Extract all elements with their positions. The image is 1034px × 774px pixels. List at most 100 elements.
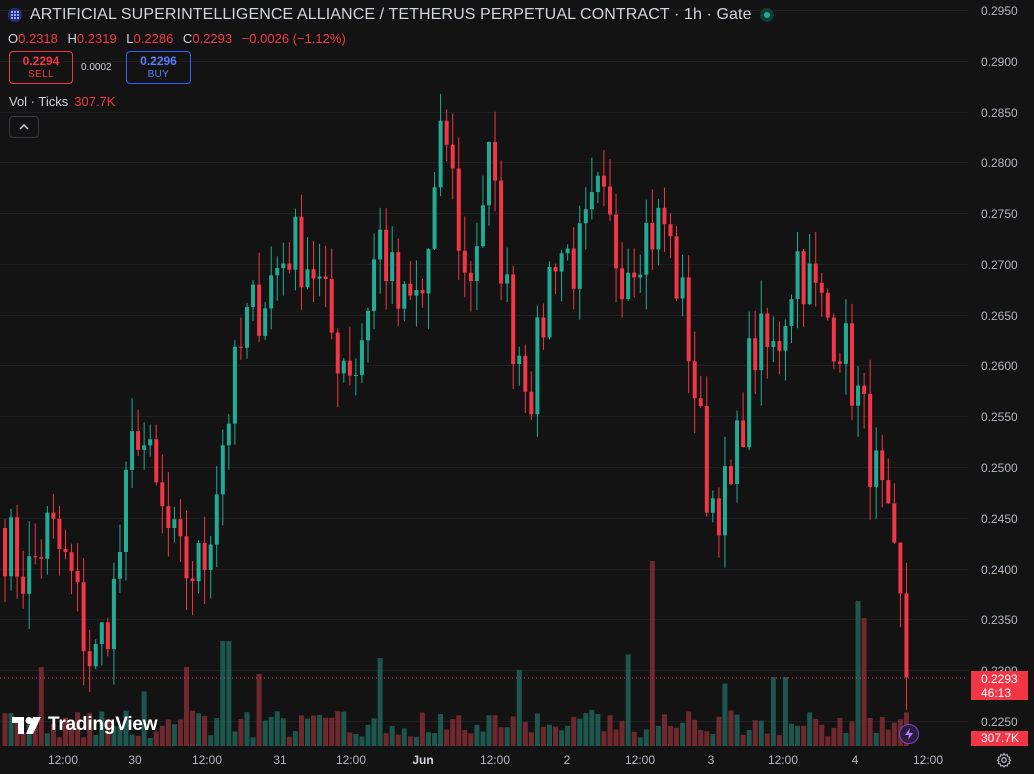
volume-bar	[250, 737, 256, 746]
candle-body	[238, 346, 243, 348]
volume-bar	[577, 718, 583, 746]
volume-bar	[438, 713, 444, 746]
lightning-icon	[905, 728, 913, 740]
volume-bar	[329, 717, 335, 746]
candle-body	[269, 275, 274, 309]
low-label: L	[126, 31, 134, 46]
market-status-icon[interactable]	[759, 8, 774, 22]
candle-body	[523, 355, 528, 392]
candle-body	[214, 494, 219, 545]
candle-body	[335, 332, 340, 374]
candle-body	[45, 512, 50, 559]
volume-bar	[492, 715, 498, 746]
volume-bar	[202, 715, 208, 746]
price-tick-label: 0.2250	[981, 714, 1018, 729]
candle-body	[99, 622, 104, 645]
volume-bar	[504, 727, 510, 746]
volume-bar	[298, 715, 304, 746]
volume-bar	[619, 720, 625, 746]
volume-bar	[44, 733, 50, 746]
volume-bar	[335, 711, 341, 746]
candle-body	[317, 276, 322, 279]
volume-bar	[474, 724, 480, 746]
volume-bar	[559, 730, 565, 746]
volume-bar	[746, 729, 752, 746]
candle-body	[323, 276, 328, 280]
candle-body	[75, 570, 80, 583]
high-label: H	[67, 31, 77, 46]
price-tick-label: 0.2550	[981, 409, 1018, 424]
time-tick-label: 12:00	[47, 753, 79, 767]
volume-bar	[674, 727, 680, 746]
price-tick-label: 0.2450	[981, 511, 1018, 526]
volume-bar	[540, 726, 546, 746]
volume-bar	[8, 713, 14, 746]
lightning-button[interactable]	[899, 724, 919, 744]
candle-body	[499, 180, 504, 284]
candle-body	[850, 323, 854, 406]
spread-value: 0.0002	[81, 62, 112, 73]
candle-body	[347, 360, 352, 376]
candle-body	[202, 542, 207, 570]
volume-bar	[196, 713, 202, 746]
candle-body	[674, 236, 679, 299]
volume-bar	[486, 715, 492, 746]
candle-body	[559, 253, 564, 272]
volume-bar	[177, 719, 183, 746]
low-value: 0.2286	[133, 31, 174, 46]
candle-body	[589, 192, 594, 210]
volume-bar	[99, 711, 105, 746]
volume-bar	[159, 725, 165, 746]
candle-body	[245, 307, 249, 348]
price-tick-label: 0.2900	[981, 54, 1018, 69]
candle-body	[341, 360, 346, 374]
volume-bar	[256, 674, 262, 746]
candle-body	[299, 216, 304, 288]
volume-bar	[135, 735, 141, 746]
symbol-title[interactable]: ARTIFICIAL SUPERINTELLIGENCE ALLIANCE / …	[30, 6, 752, 23]
change-value: −0.0026 (−1.12%)	[241, 31, 346, 46]
candle-body	[856, 385, 861, 406]
candle-body	[366, 310, 370, 341]
candle-body	[33, 556, 38, 558]
candle-body	[87, 651, 92, 667]
volume-legend[interactable]: Vol · Ticks 307.7K	[9, 94, 115, 109]
candle-body	[783, 326, 788, 351]
buy-label: BUY	[147, 69, 170, 80]
candle-body	[450, 144, 455, 169]
candle-body	[281, 263, 286, 269]
volume-bar	[105, 719, 111, 746]
time-tick-label: 2	[563, 753, 571, 767]
volume-bar	[401, 728, 407, 746]
volume-bar	[686, 711, 692, 746]
volume-bar	[704, 731, 710, 746]
candle-body	[474, 246, 479, 281]
volume-bar	[510, 716, 516, 746]
volume-bar	[353, 734, 359, 746]
candle-body	[396, 252, 401, 309]
volume-bar	[50, 723, 56, 746]
volume-bar	[419, 712, 425, 746]
candle-body	[414, 290, 419, 296]
candle-body	[505, 274, 510, 284]
volume-bar	[117, 726, 123, 746]
volume-bar	[637, 737, 643, 746]
candle-body	[81, 582, 86, 652]
sell-button[interactable]: 0.2294 SELL	[9, 51, 73, 84]
volume-bar	[728, 710, 734, 746]
settings-button[interactable]	[995, 751, 1013, 769]
grid-icon[interactable]	[8, 8, 22, 22]
volume-bar	[87, 712, 93, 746]
candle-body	[765, 313, 770, 348]
price-tick-label: 0.2800	[981, 155, 1018, 170]
tradingview-logo[interactable]: TradingView	[12, 714, 158, 736]
buy-button[interactable]: 0.2296 BUY	[126, 51, 191, 84]
candle-body	[9, 517, 14, 577]
volume-bar	[69, 725, 75, 746]
time-tick-label: Jun	[412, 753, 434, 767]
collapse-legend-button[interactable]	[9, 116, 39, 138]
volume-bar	[190, 710, 196, 746]
volume-bar	[571, 716, 577, 746]
volume-bar	[305, 718, 310, 746]
